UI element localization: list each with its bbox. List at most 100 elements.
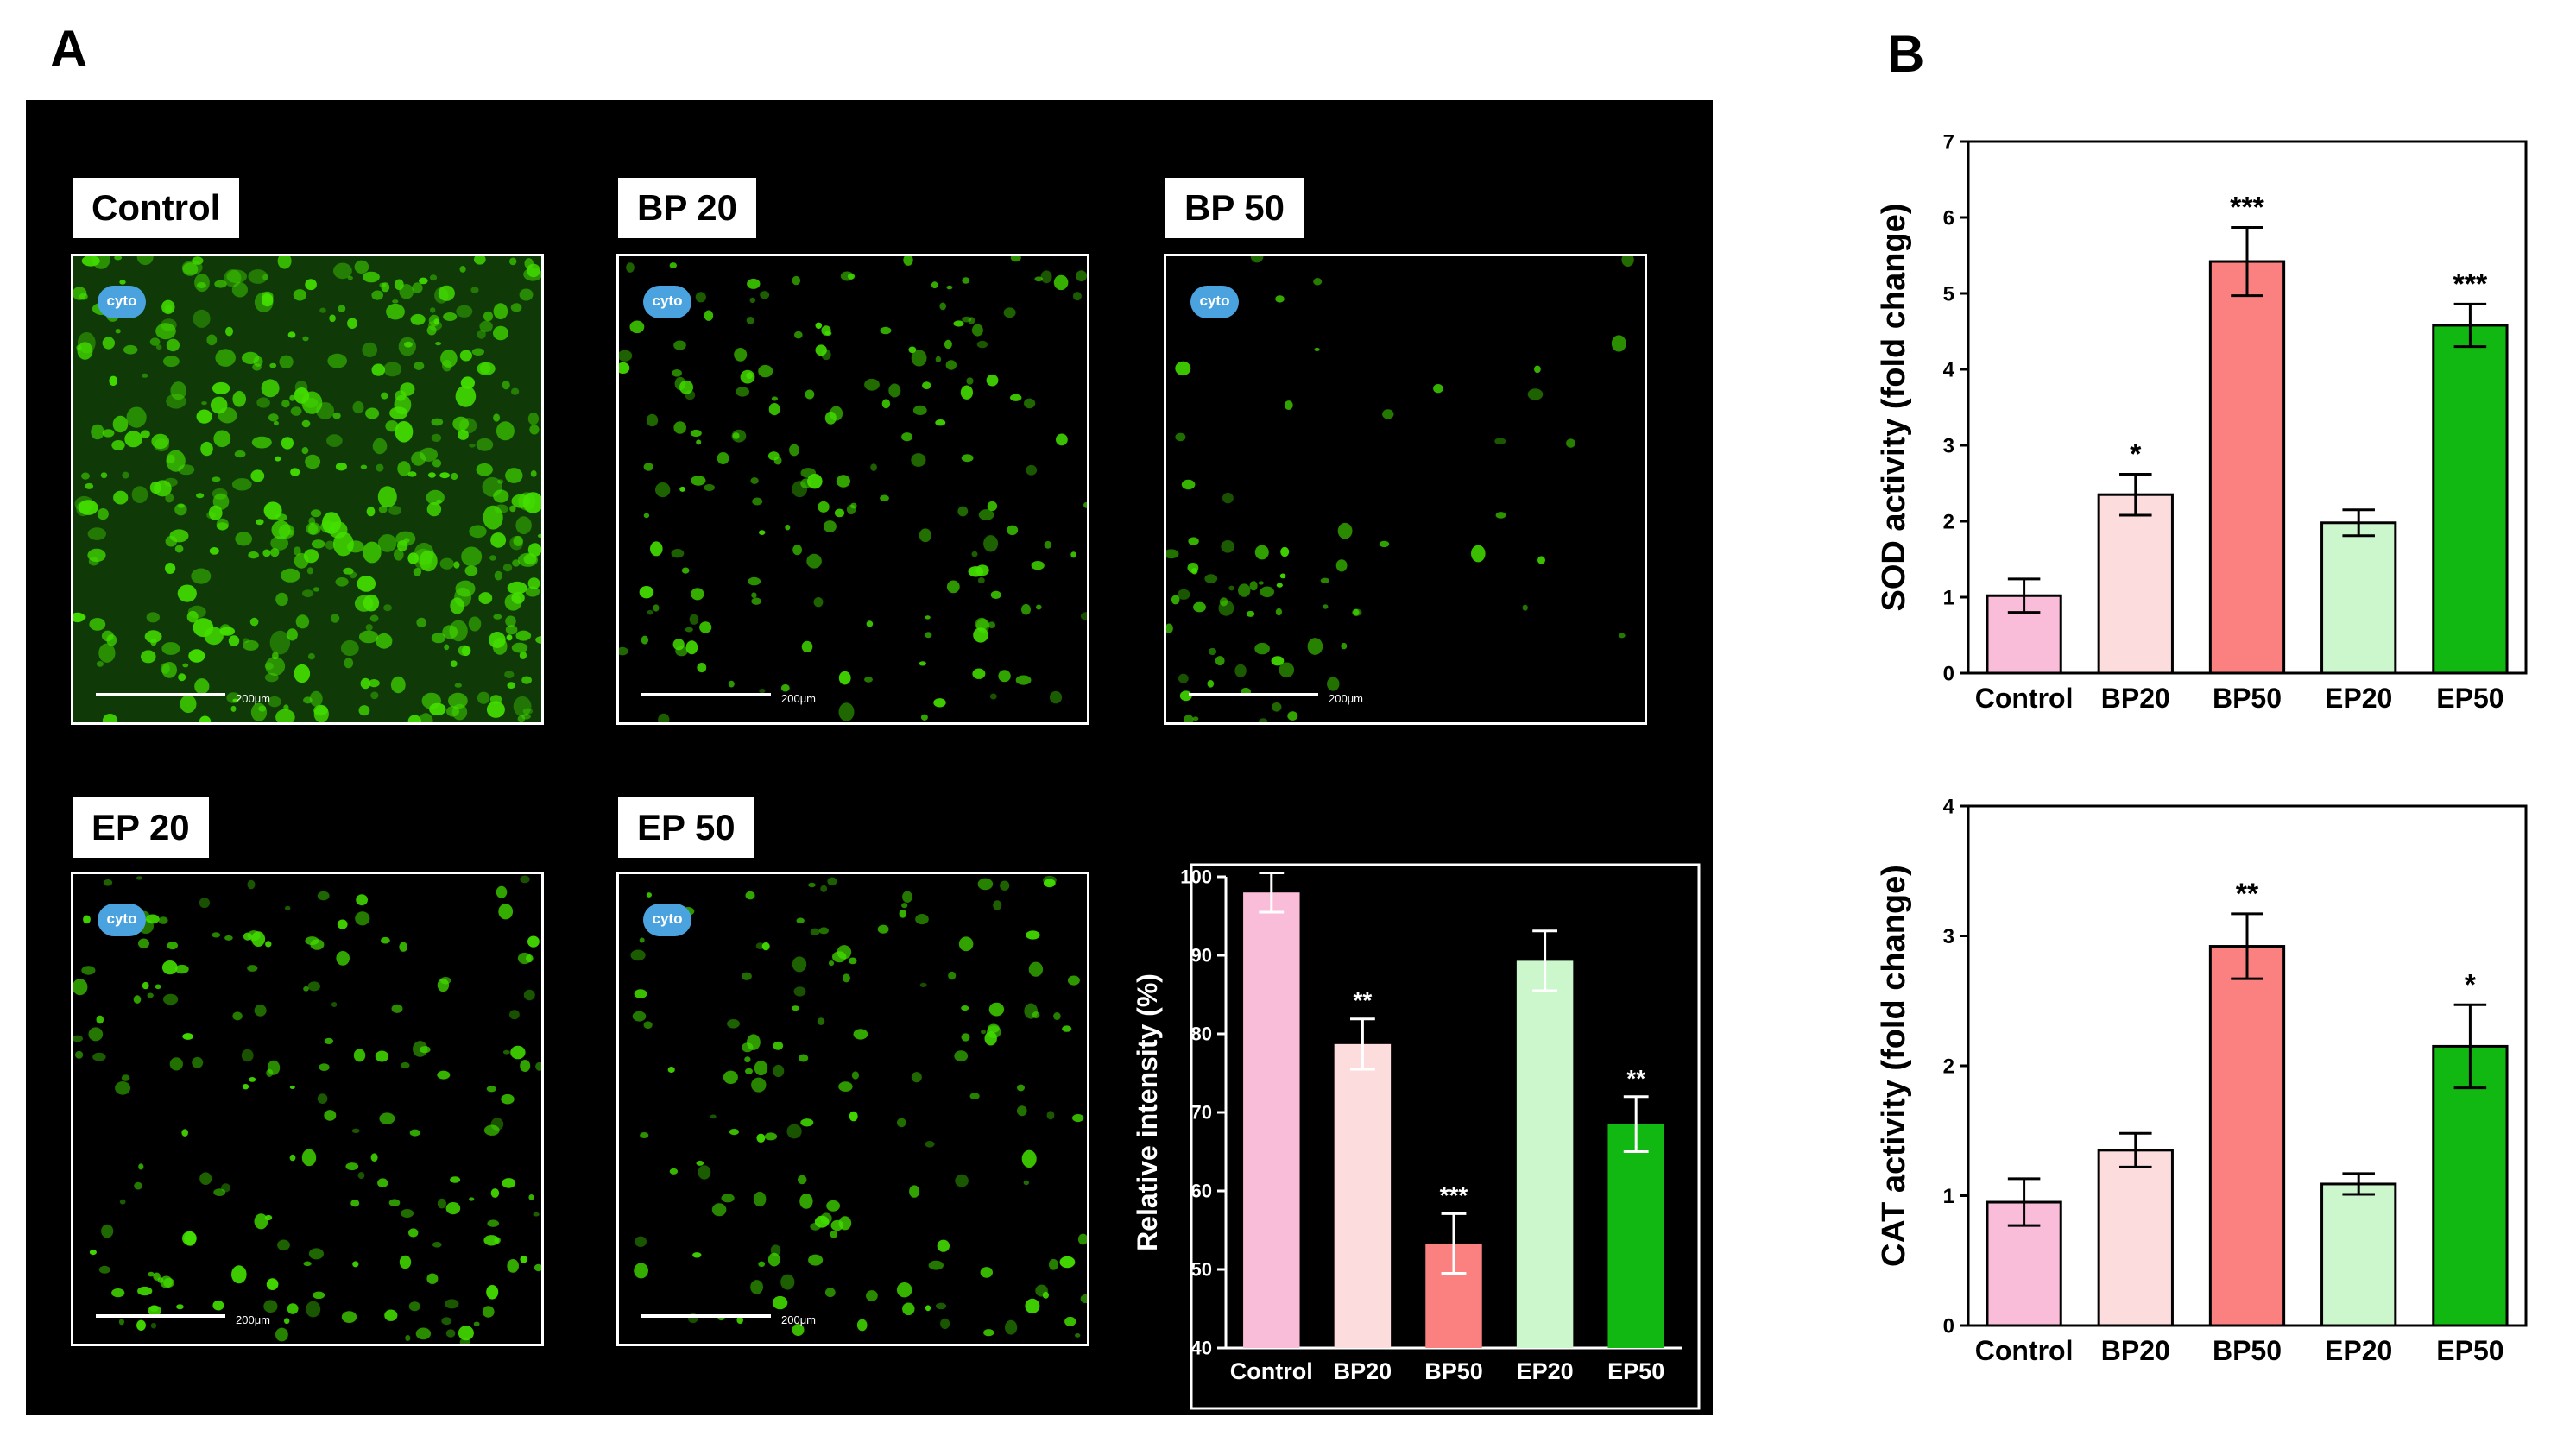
cell xyxy=(1276,583,1283,588)
cell xyxy=(749,297,756,304)
cell xyxy=(1234,664,1247,677)
cell xyxy=(151,433,169,450)
cell xyxy=(166,338,180,352)
cell xyxy=(325,540,335,550)
cell xyxy=(808,882,816,888)
cell xyxy=(925,1141,935,1148)
cell xyxy=(1059,1256,1076,1269)
cell xyxy=(640,1132,649,1138)
cell xyxy=(903,256,913,266)
cell xyxy=(1522,604,1528,611)
cell xyxy=(352,1261,359,1268)
cell xyxy=(639,937,645,943)
cell xyxy=(473,1321,480,1326)
cell xyxy=(242,1084,249,1090)
cell xyxy=(1175,361,1191,376)
cell xyxy=(399,942,408,952)
bar-ep50 xyxy=(2432,324,2509,675)
cell xyxy=(356,894,368,906)
bar-ep20 xyxy=(1516,960,1574,1348)
cell xyxy=(248,269,268,284)
cell xyxy=(801,640,813,652)
cell xyxy=(307,981,320,992)
cell xyxy=(452,416,470,431)
cell xyxy=(277,1239,290,1251)
cell xyxy=(525,586,540,597)
significance-marker: *** xyxy=(2230,191,2264,224)
cell xyxy=(468,616,482,632)
bar-ep20 xyxy=(2320,1182,2397,1327)
cell xyxy=(265,657,286,676)
cell xyxy=(483,1124,500,1136)
cell xyxy=(1035,1284,1048,1297)
cell xyxy=(469,525,487,538)
cell xyxy=(799,1194,813,1209)
cell xyxy=(672,369,682,377)
cell xyxy=(212,381,230,394)
cell xyxy=(403,538,410,543)
cell xyxy=(272,652,279,660)
cell xyxy=(419,277,428,285)
micrograph-label-ep20: EP 20 xyxy=(73,797,209,858)
cell xyxy=(360,464,368,469)
cell xyxy=(792,545,802,556)
cell xyxy=(92,1052,106,1061)
cell xyxy=(290,468,300,476)
cell xyxy=(96,661,104,667)
cell xyxy=(88,1027,104,1042)
cell xyxy=(154,480,172,497)
cell xyxy=(119,280,126,285)
cell xyxy=(1026,930,1040,940)
cell xyxy=(1228,585,1234,591)
cell xyxy=(935,356,942,362)
cell xyxy=(250,469,265,482)
cell xyxy=(431,418,444,426)
cell xyxy=(899,910,907,918)
cell xyxy=(494,1237,501,1244)
cell xyxy=(178,673,186,682)
cell xyxy=(483,311,493,322)
cell xyxy=(231,478,252,491)
cell xyxy=(421,692,441,709)
cell xyxy=(745,891,755,900)
cell xyxy=(429,274,438,281)
cell xyxy=(753,1191,767,1207)
cell xyxy=(1053,1012,1061,1020)
y-tick-label: 50 xyxy=(1191,1259,1212,1281)
cell xyxy=(1307,638,1323,655)
cell xyxy=(313,587,320,592)
cell xyxy=(133,995,142,1004)
cell xyxy=(675,646,688,657)
cell xyxy=(289,394,295,401)
cell xyxy=(635,1236,647,1247)
cell xyxy=(444,644,450,651)
cell xyxy=(824,411,837,425)
cell xyxy=(445,1202,461,1215)
cell xyxy=(376,633,393,649)
cell xyxy=(1527,388,1544,400)
cell xyxy=(736,1316,743,1324)
cell xyxy=(750,1280,763,1294)
cell xyxy=(1323,604,1329,609)
cell xyxy=(275,592,288,607)
x-tick-label: EP20 xyxy=(2325,1335,2392,1366)
cell xyxy=(327,353,348,368)
cell xyxy=(316,402,334,419)
cell xyxy=(386,303,405,320)
cell xyxy=(799,1054,809,1062)
cell xyxy=(794,331,803,339)
cell xyxy=(155,323,176,340)
y-tick-label: 90 xyxy=(1191,945,1212,967)
cell xyxy=(946,580,960,594)
cell xyxy=(888,383,901,398)
cell xyxy=(215,349,236,367)
cell xyxy=(912,405,927,415)
cell xyxy=(399,284,414,299)
y-axis-label: Relative intensity (%) xyxy=(1132,973,1163,1251)
cell xyxy=(1015,675,1032,685)
cell xyxy=(1178,673,1189,683)
significance-marker: ** xyxy=(1354,987,1373,1014)
cell xyxy=(824,331,832,337)
cell xyxy=(1040,270,1052,284)
cell xyxy=(517,552,539,567)
